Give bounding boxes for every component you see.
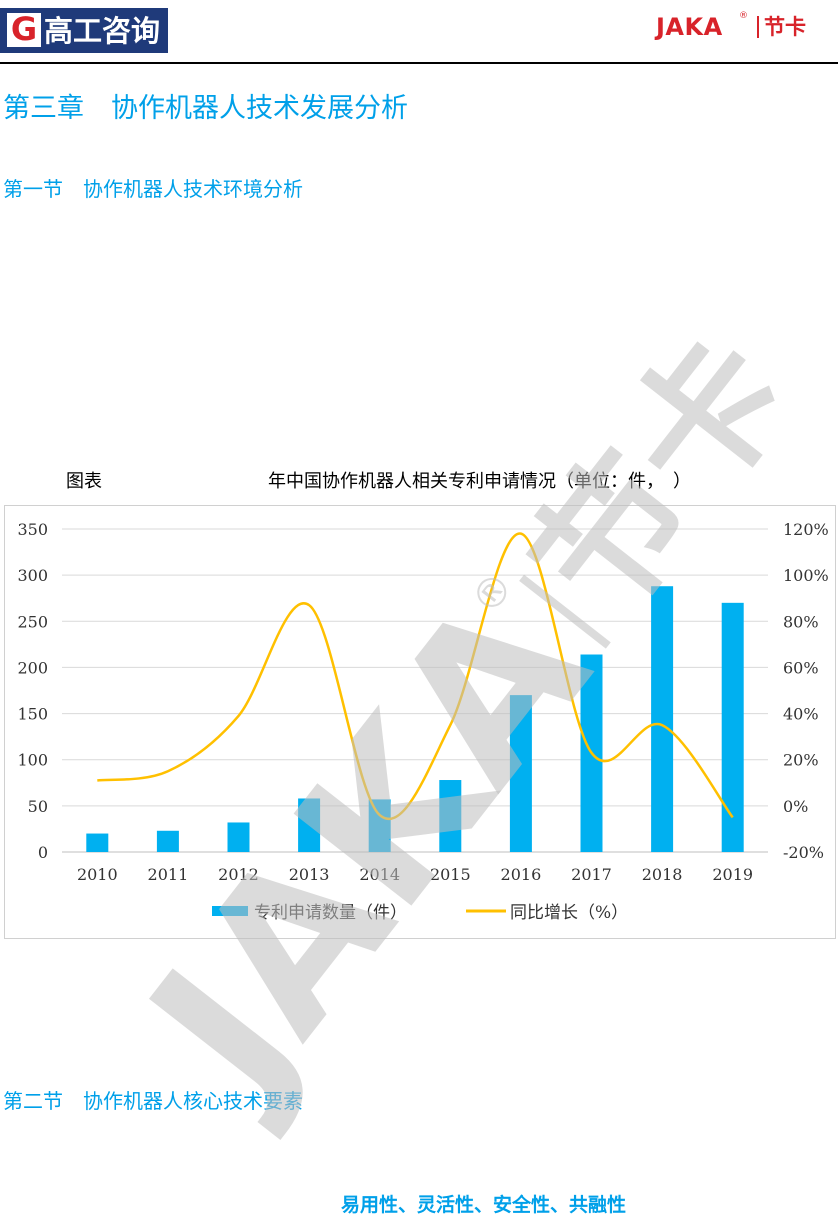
x-tick-label: 2015: [430, 865, 471, 884]
x-tick-label: 2017: [571, 865, 612, 884]
x-tick-label: 2018: [642, 865, 683, 884]
y-left-tick-label: 300: [17, 566, 48, 585]
x-tick-label: 2013: [289, 865, 330, 884]
y-left-tick-label: 200: [17, 658, 48, 677]
x-tick-label: 2010: [77, 865, 118, 884]
y-left-tick-label: 250: [17, 612, 48, 631]
x-tick-label: 2019: [712, 865, 753, 884]
bar: [510, 695, 532, 852]
bar: [157, 831, 179, 852]
y-right-tick-label: 0%: [783, 797, 808, 816]
bar: [722, 603, 744, 852]
y-right-tick-label: 100%: [783, 566, 829, 585]
y-left-tick-label: 350: [17, 520, 48, 539]
bar: [228, 822, 250, 852]
y-right-tick-label: 120%: [783, 520, 829, 539]
x-tick-label: 2014: [359, 865, 400, 884]
bar: [439, 780, 461, 852]
bar: [651, 586, 673, 852]
bar: [298, 798, 320, 852]
x-tick-label: 2012: [218, 865, 259, 884]
y-left-tick-label: 150: [17, 705, 48, 724]
y-right-tick-label: 80%: [783, 612, 819, 631]
y-left-tick-label: 100: [17, 751, 48, 770]
y-right-tick-label: 40%: [783, 705, 819, 724]
y-right-tick-label: 20%: [783, 751, 819, 770]
legend-label-bar: 专利申请数量（件）: [254, 903, 407, 923]
y-left-tick-label: 0: [38, 843, 48, 862]
bar: [86, 834, 108, 852]
y-right-tick-label: -20%: [783, 843, 824, 862]
y-left-tick-label: 50: [28, 797, 48, 816]
growth-line: [97, 534, 732, 819]
legend-swatch-bar: [212, 906, 248, 916]
bar: [369, 799, 391, 852]
keywords-line: 易用性、灵活性、安全性、共融性: [341, 1191, 626, 1219]
x-tick-label: 2016: [501, 865, 542, 884]
legend-label-line: 同比增长（%）: [510, 903, 628, 923]
section-title: 第二节 协作机器人核心技术要素: [3, 1086, 303, 1116]
y-right-tick-label: 60%: [783, 658, 819, 677]
x-tick-label: 2011: [148, 865, 189, 884]
